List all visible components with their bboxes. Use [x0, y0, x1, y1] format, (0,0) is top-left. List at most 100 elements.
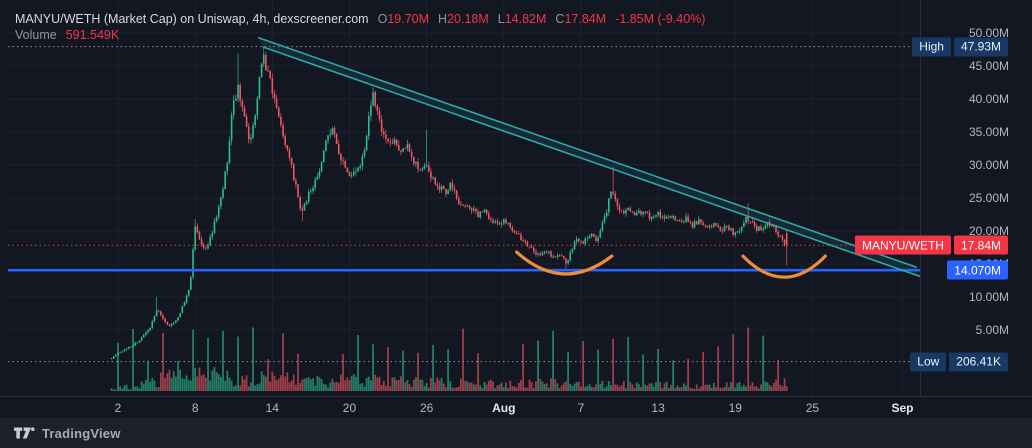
- candle-body: [256, 98, 259, 116]
- volume-bar: [142, 383, 145, 391]
- volume-bar: [284, 376, 287, 391]
- candle-body: [318, 171, 321, 177]
- tradingview-logo-icon[interactable]: [14, 426, 35, 440]
- volume-bar: [524, 387, 527, 391]
- candle-body: [494, 221, 497, 223]
- volume-bar: [140, 381, 143, 391]
- volume-bar: [751, 382, 754, 391]
- volume-bar: [267, 359, 269, 391]
- volume-bar: [520, 380, 522, 391]
- volume-bar: [477, 353, 479, 391]
- volume-bar: [273, 375, 276, 391]
- candle-body: [436, 184, 439, 187]
- candle-body: [322, 150, 325, 162]
- low-badge: Low 206.41K: [910, 352, 1008, 372]
- candle-body: [267, 70, 269, 72]
- volume-bar: [247, 386, 250, 391]
- candle-body: [417, 161, 419, 170]
- candle-body: [680, 220, 683, 222]
- symbol-title[interactable]: MANYU/WETH (Market Cap) on Uniswap, 4h, …: [15, 12, 369, 26]
- volume-bar: [200, 375, 203, 391]
- candle-body: [646, 211, 649, 213]
- price-axis[interactable]: 50.00M 45.00M 40.00M 35.00M 30.00M 25.00M 20.0…: [920, 0, 1032, 396]
- candle-body: [151, 321, 154, 328]
- candle-body: [488, 213, 490, 219]
- candle-body: [689, 221, 692, 223]
- volume-bar: [502, 387, 505, 391]
- candle-body: [380, 119, 383, 132]
- volume-bar: [393, 377, 396, 391]
- candle-body: [352, 171, 355, 176]
- volume-bar: [605, 386, 608, 391]
- volume-bar: [320, 378, 323, 391]
- price-chart-canvas[interactable]: [0, 0, 920, 396]
- volume-bar: [363, 386, 366, 391]
- volume-bar: [279, 375, 282, 391]
- candle-body: [661, 216, 664, 218]
- candle-body: [747, 216, 749, 222]
- candle-body: [344, 161, 346, 168]
- volume-bar: [749, 385, 752, 391]
- candle-body: [719, 226, 722, 231]
- candle-body: [239, 84, 241, 101]
- candle-body: [132, 345, 134, 347]
- volume-bar: [577, 381, 580, 391]
- candle-body: [537, 253, 539, 255]
- candle-body: [273, 93, 276, 99]
- tradingview-wordmark[interactable]: TradingView: [42, 425, 121, 441]
- volume-bar: [215, 372, 218, 391]
- volume-bar: [402, 350, 404, 391]
- volume-bar: [633, 388, 636, 391]
- candle-body: [670, 216, 672, 218]
- candle-body: [541, 253, 544, 256]
- candle-body: [211, 233, 214, 237]
- volume-bar: [590, 386, 593, 391]
- candle-body: [408, 144, 411, 152]
- volume-bar: [490, 379, 492, 391]
- volume-bar: [436, 377, 439, 391]
- candle-body: [569, 251, 572, 261]
- candle-body: [187, 290, 190, 296]
- volume-bar: [558, 388, 561, 391]
- candle-body: [303, 203, 306, 211]
- volume-bar: [187, 379, 190, 391]
- time-axis[interactable]: 2 8 14 20 26 Aug 7 13 19 25 Sep: [0, 396, 1032, 419]
- volume-bar: [665, 381, 668, 391]
- volume-bar: [288, 382, 291, 391]
- candle-body: [629, 208, 632, 212]
- candle-body: [153, 316, 156, 322]
- candle-body: [473, 208, 475, 211]
- volume-bar: [329, 382, 332, 391]
- volume-bar: [155, 387, 158, 391]
- volume-bar: [310, 379, 312, 391]
- candle-body: [172, 322, 175, 325]
- volume-bar: [573, 383, 576, 391]
- volume-bar: [438, 380, 441, 391]
- candle-body: [440, 186, 443, 190]
- volume-bar: [177, 360, 179, 391]
- volume-bar: [303, 378, 306, 391]
- volume-bar: [297, 353, 299, 391]
- volume-bar: [389, 386, 392, 391]
- volume-bar: [507, 387, 509, 391]
- volume-bar: [432, 344, 434, 391]
- candle-body: [496, 221, 499, 223]
- candle-body: [530, 247, 533, 248]
- candle-body: [397, 144, 400, 151]
- volume-bar: [307, 377, 310, 391]
- candle-body: [202, 244, 205, 248]
- candle-body: [678, 220, 681, 222]
- volume-bar: [537, 340, 540, 391]
- price-tick-label: 45.00M: [968, 59, 1009, 73]
- volume-bar: [539, 379, 542, 391]
- volume-bar: [635, 382, 638, 391]
- candle-body: [290, 157, 293, 165]
- candle-body: [157, 310, 160, 312]
- volume-bar: [202, 374, 205, 391]
- volume-bar: [460, 378, 462, 391]
- candle-body: [198, 232, 201, 240]
- volume-bar: [530, 382, 533, 391]
- price-tick-label: 10.00M: [968, 290, 1009, 304]
- candle-body: [340, 154, 342, 161]
